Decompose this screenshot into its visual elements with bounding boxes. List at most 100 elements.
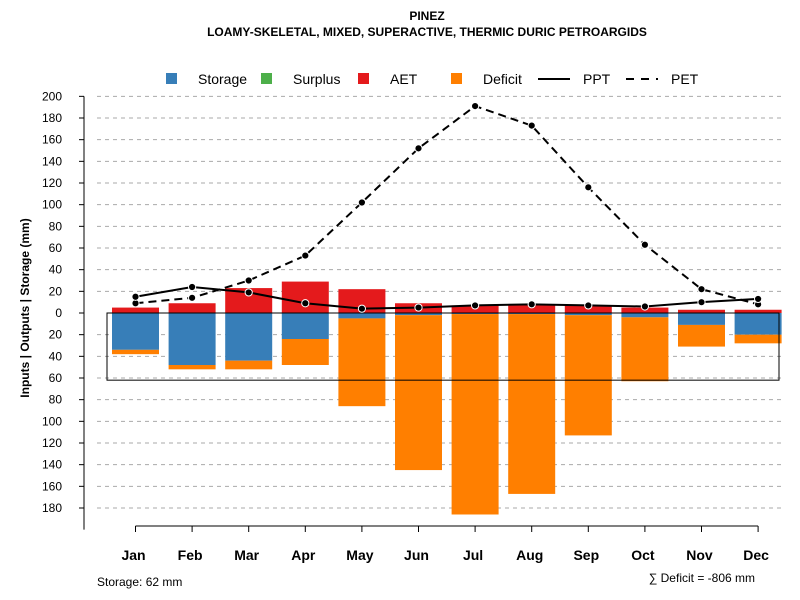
legend-item: AET <box>358 71 418 87</box>
aet-bar <box>734 309 782 313</box>
storage-note: Storage: 62 mm <box>97 575 182 589</box>
month-label: Sep <box>573 547 599 563</box>
month-label: Apr <box>291 547 316 563</box>
y-axis-label: Inputs | Outputs | Storage (mm) <box>18 218 32 397</box>
legend-label: PET <box>671 71 699 87</box>
y-tick-label: 0 <box>55 306 62 320</box>
legend-swatch <box>166 73 177 84</box>
pet-point <box>244 276 253 285</box>
ppt-point <box>414 303 423 312</box>
y-tick-label: 100 <box>42 198 62 212</box>
deficit-bar <box>225 360 273 370</box>
month-label: Mar <box>234 547 259 563</box>
y-tick-label: 40 <box>49 263 63 277</box>
y-tick-label: 40 <box>49 349 63 363</box>
pet-point <box>471 101 480 111</box>
legend-swatch <box>358 73 369 84</box>
deficit-bar <box>281 338 329 365</box>
month-label: Jun <box>404 547 429 563</box>
ppt-point <box>584 301 593 310</box>
legend-swatch <box>261 73 272 84</box>
deficit-note: ∑ Deficit = -806 mm <box>649 571 755 585</box>
pet-point <box>357 198 366 207</box>
ppt-point <box>471 301 480 310</box>
bars <box>112 281 782 515</box>
y-tick-label: 20 <box>49 328 63 342</box>
y-tick-label: 80 <box>49 219 63 233</box>
axes: 2001801601401201008060402002040608010012… <box>42 89 769 563</box>
y-tick-label: 100 <box>42 414 62 428</box>
storage-bar <box>338 313 386 319</box>
ppt-line <box>135 285 759 310</box>
ppt-point <box>527 300 536 309</box>
month-label: Nov <box>686 547 713 563</box>
deficit-bar <box>338 318 386 407</box>
pet-line <box>135 104 759 306</box>
y-tick-label: 120 <box>42 436 62 450</box>
month-label: Jul <box>463 547 483 563</box>
lines <box>131 101 763 313</box>
legend-label: AET <box>390 71 418 87</box>
storage-bar <box>112 313 159 350</box>
deficit-bar <box>678 324 725 347</box>
aet-bar <box>678 309 725 313</box>
ppt-point <box>244 288 253 297</box>
ppt-point <box>640 302 650 311</box>
deficit-bar <box>508 314 556 494</box>
month-label: Feb <box>178 547 203 563</box>
aet-bar <box>508 304 556 313</box>
storage-bar <box>225 313 273 361</box>
legend-swatch <box>451 73 462 84</box>
y-tick-label: 60 <box>49 241 63 255</box>
deficit-bar <box>621 317 669 382</box>
y-tick-label: 160 <box>42 479 62 493</box>
y-tick-label: 140 <box>42 154 62 168</box>
legend-item: Surplus <box>261 71 340 87</box>
legend-item: Deficit <box>451 71 522 87</box>
aet-bar <box>168 303 216 313</box>
pet-point <box>640 240 650 249</box>
legend-label: Deficit <box>483 71 522 87</box>
y-tick-label: 180 <box>42 111 62 125</box>
y-tick-label: 140 <box>42 458 62 472</box>
deficit-bar <box>112 349 159 355</box>
legend-item: PET <box>626 71 699 87</box>
deficit-bar <box>734 334 782 344</box>
storage-bar <box>281 313 329 339</box>
pet-point <box>301 251 310 260</box>
legend-label: PPT <box>583 71 611 87</box>
y-tick-label: 200 <box>42 89 62 103</box>
ppt-point <box>188 282 197 292</box>
ppt-point <box>754 294 763 304</box>
ppt-point <box>131 292 140 301</box>
storage-bar <box>395 313 442 316</box>
pet-point <box>527 121 536 130</box>
y-tick-label: 120 <box>42 176 62 190</box>
legend: Storage Surplus AET Deficit PPT PET <box>166 71 699 87</box>
deficit-bar <box>451 314 499 515</box>
legend-label: Storage <box>198 71 247 87</box>
pet-point <box>697 285 706 294</box>
deficit-bar <box>395 315 442 471</box>
legend-item: PPT <box>538 71 611 87</box>
storage-bar <box>168 313 216 365</box>
storage-bar <box>508 313 556 315</box>
ppt-point <box>301 299 310 308</box>
storage-bar <box>621 313 669 318</box>
legend-label: Surplus <box>293 71 340 87</box>
reference-lines <box>106 312 780 381</box>
storage-bar <box>734 313 782 335</box>
month-label: Dec <box>743 547 769 563</box>
pet-point <box>584 183 593 192</box>
pet-point <box>414 144 423 153</box>
chart-title: PINEZ <box>409 9 444 23</box>
deficit-bar <box>168 364 216 370</box>
y-tick-label: 160 <box>42 133 62 147</box>
storage-bar <box>564 313 612 316</box>
month-label: Oct <box>631 547 655 563</box>
y-tick-label: 60 <box>49 371 63 385</box>
pet-point <box>188 293 197 302</box>
y-tick-label: 180 <box>42 501 62 515</box>
y-tick-label: 80 <box>49 393 63 407</box>
